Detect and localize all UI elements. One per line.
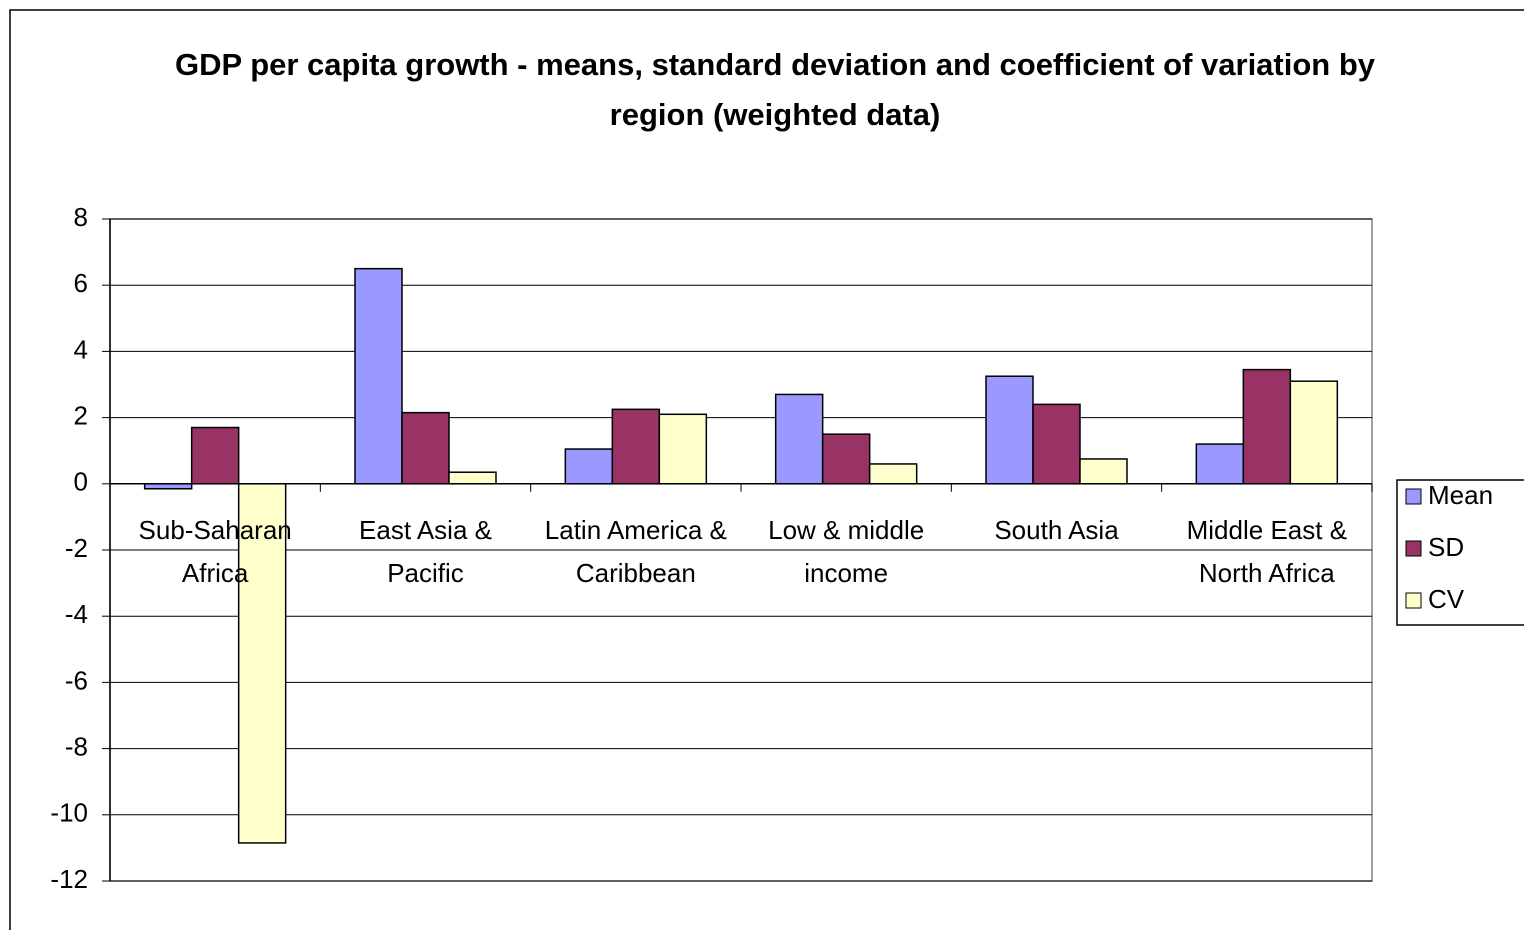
chart-title: GDP per capita growth - means, standard … [174,47,1376,132]
legend-swatch [1405,540,1422,557]
x-tick-label: Sub-Saharan Africa [138,514,292,588]
x-tick-label: Latin America & Caribbean [544,514,727,588]
bar [1242,368,1292,485]
bar [1195,443,1245,485]
bar [821,433,871,485]
bar [985,375,1034,485]
legend-swatch [1405,488,1422,505]
y-tick-label: -2 [65,533,88,563]
x-tick-label: Middle East & North Africa [1186,514,1348,588]
bar [611,408,661,485]
y-tick-label: 4 [74,334,88,364]
y-tick-label: 2 [74,400,88,430]
bar [658,413,708,485]
y-tick-label: -4 [65,599,88,629]
legend-label: Mean [1428,480,1493,510]
y-tick-label: -12 [50,864,88,894]
legend-label: CV [1428,584,1465,614]
bar [448,471,497,485]
y-tick-label: -10 [50,798,88,828]
bar [1079,458,1128,485]
y-tick-label: 0 [74,467,88,497]
y-tick-label: -8 [65,731,88,761]
bar [190,426,240,485]
legend-label: SD [1428,532,1464,562]
x-tick-label: South Asia [994,514,1119,545]
bar [354,267,403,485]
bar [564,448,614,485]
x-tick-label: East Asia & Pacific [359,514,492,588]
legend-swatch [1405,592,1422,609]
bar [401,411,450,485]
bar [774,393,824,485]
bar [868,463,918,485]
bar [237,483,287,844]
bar [1289,380,1339,485]
bar [1032,403,1081,485]
y-tick-label: 6 [74,268,88,298]
x-tick-label: Low & middle income [768,514,925,588]
y-tick-label: 8 [74,202,88,232]
y-tick-label: -6 [65,665,88,695]
